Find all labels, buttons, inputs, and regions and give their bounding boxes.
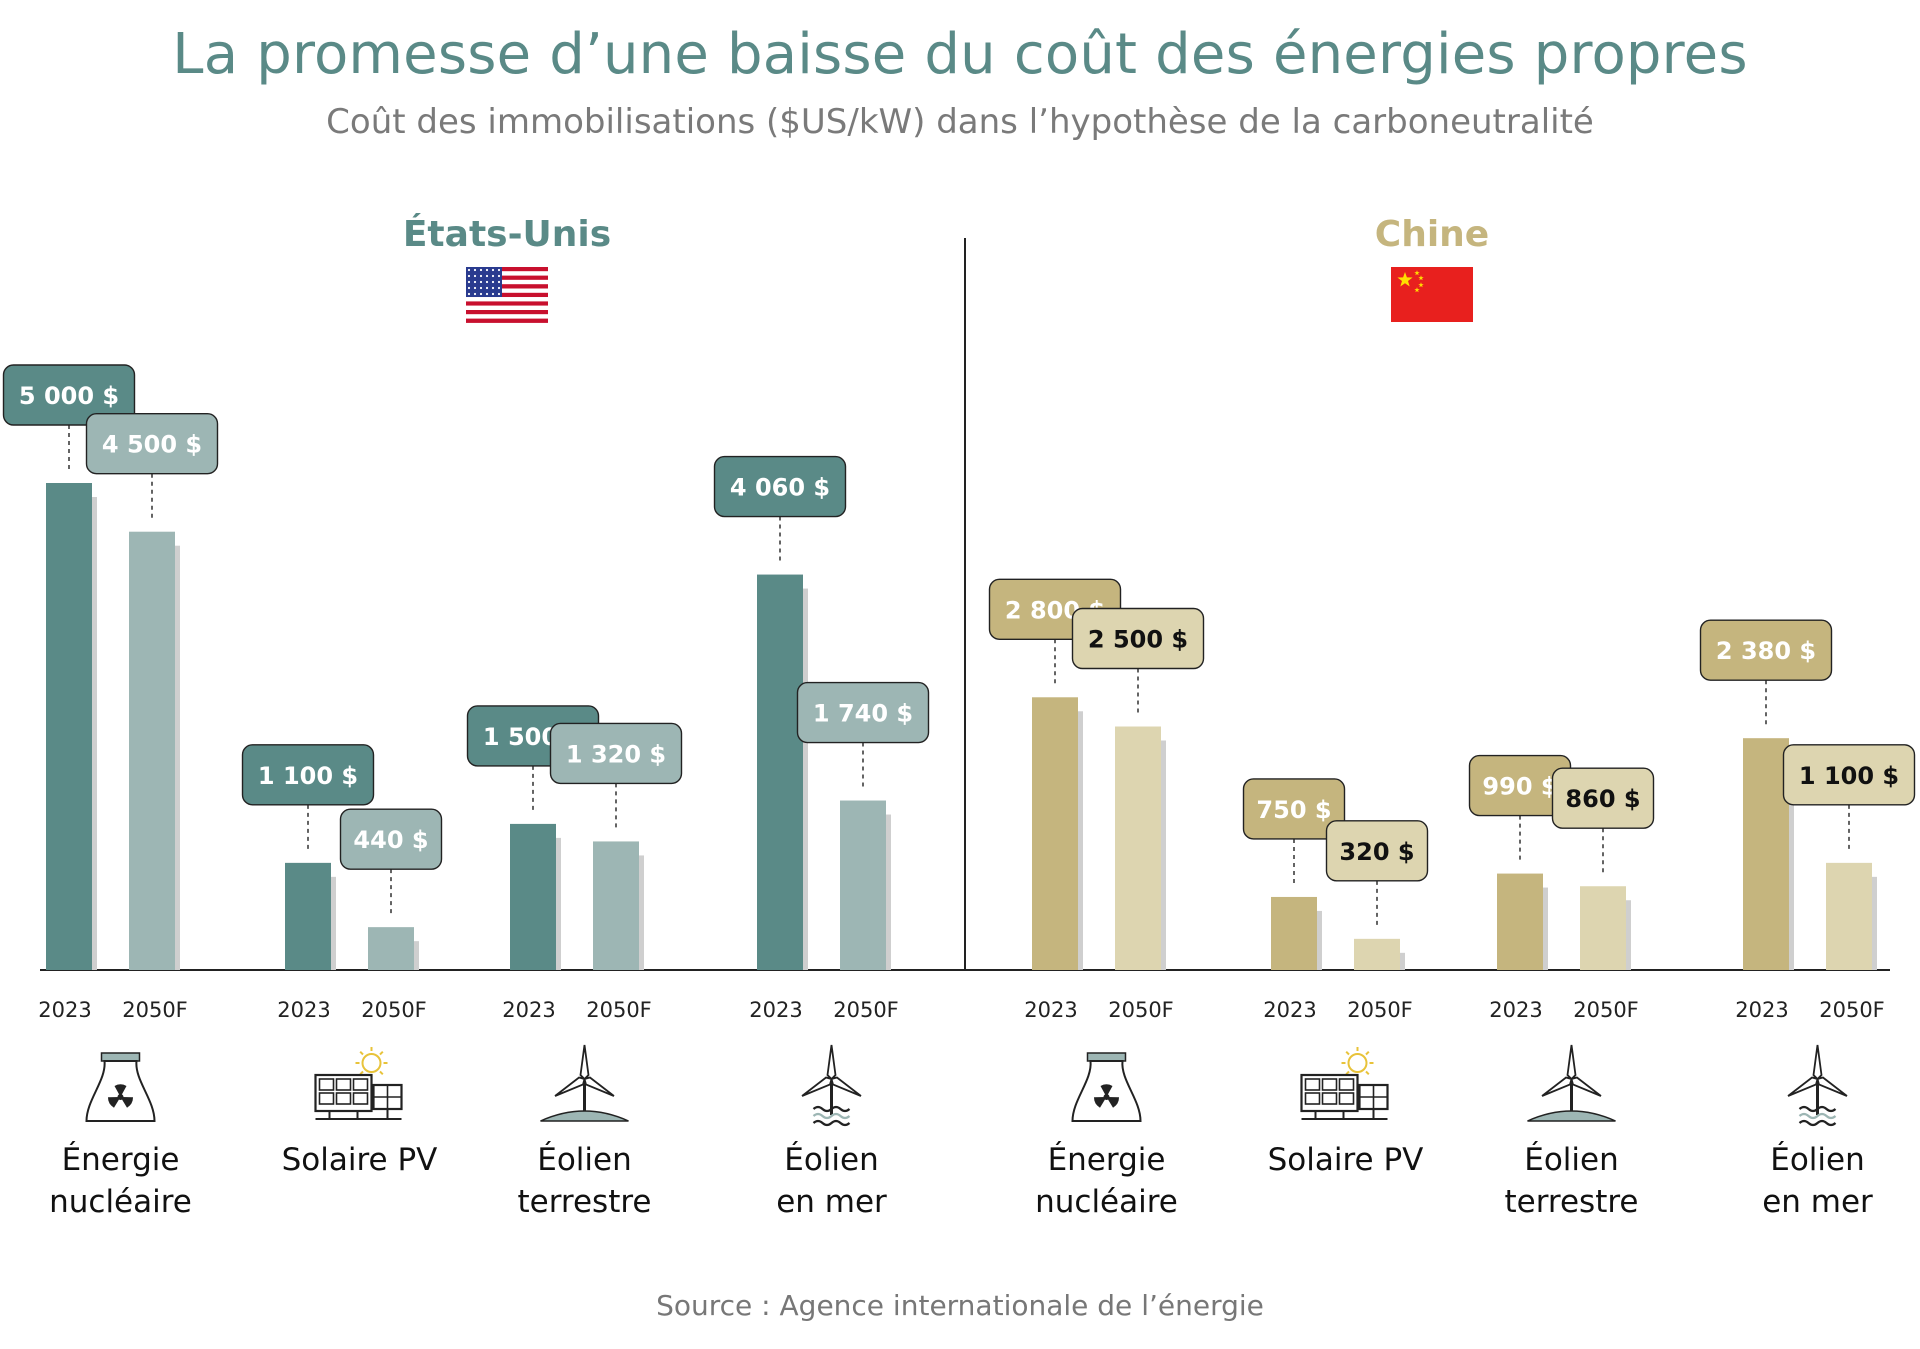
data-label-bubble: [85, 413, 219, 475]
data-label-bubble: [241, 744, 375, 806]
onshore-wind-icon: [540, 1044, 629, 1122]
bar: [46, 483, 92, 970]
data-label: 1 320 $: [566, 740, 666, 768]
x-tick-label: 2023: [38, 998, 91, 1022]
data-label: 990 $: [1482, 773, 1557, 801]
chart-title: La promesse d’une baisse du coût des éne…: [172, 22, 1748, 87]
bar: [1743, 738, 1789, 970]
x-tick-label: 2023: [277, 998, 330, 1022]
category-label: terrestre: [517, 1184, 651, 1220]
x-tick-label: 2050F: [586, 998, 652, 1022]
data-label-bubble: [1071, 607, 1205, 670]
category-label: nucléaire: [49, 1184, 192, 1220]
category-label: Énergie: [62, 1142, 180, 1178]
data-label-bubble: [339, 808, 443, 870]
data-label: 750 $: [1256, 796, 1331, 824]
solar-panel-icon: [314, 1047, 403, 1120]
bar: [285, 862, 331, 970]
category-label: Éolien: [537, 1142, 632, 1178]
data-label: 1 100 $: [1799, 762, 1899, 790]
x-tick-label: 2023: [1263, 998, 1316, 1022]
us-flag-icon: [466, 267, 548, 323]
bar: [593, 841, 639, 970]
category-label: terrestre: [1504, 1184, 1638, 1220]
data-label-bubble: [1325, 820, 1429, 882]
data-label: 320 $: [1339, 838, 1414, 866]
data-label: 2 380 $: [1716, 637, 1816, 665]
data-label: 860 $: [1565, 785, 1640, 813]
solar-panel-icon: [1300, 1047, 1389, 1120]
nuclear-plant-icon: [1071, 1052, 1142, 1122]
data-label-bubble: [1699, 619, 1833, 681]
x-tick-label: 2023: [1735, 998, 1788, 1022]
bar: [1354, 938, 1400, 970]
x-tick-label: 2050F: [1347, 998, 1413, 1022]
x-tick-label: 2023: [502, 998, 555, 1022]
data-label-bubble: [1551, 767, 1655, 829]
bar: [368, 927, 414, 970]
x-tick-label: 2023: [1024, 998, 1077, 1022]
offshore-wind-icon: [801, 1044, 862, 1127]
data-label-bubble: [796, 681, 930, 744]
data-label: 1 100 $: [258, 762, 358, 790]
onshore-wind-icon: [1527, 1044, 1616, 1122]
x-tick-label: 2050F: [1573, 998, 1639, 1022]
category-label: Énergie: [1048, 1142, 1166, 1178]
data-label: 1 740 $: [813, 700, 913, 728]
bar: [1497, 873, 1543, 970]
source-note: Source : Agence internationale de l’éner…: [656, 1289, 1264, 1322]
bar: [1826, 862, 1872, 970]
nuclear-plant-icon: [85, 1052, 156, 1122]
x-tick-label: 2050F: [361, 998, 427, 1022]
x-tick-label: 2050F: [833, 998, 899, 1022]
bar: [129, 531, 175, 970]
bar: [1271, 896, 1317, 970]
bar: [510, 823, 556, 970]
data-label-bubble: [713, 455, 847, 518]
category-label: nucléaire: [1035, 1184, 1178, 1220]
china-flag-icon: [1391, 267, 1473, 322]
data-label: 4 500 $: [102, 431, 202, 459]
region-title: États-Unis: [403, 213, 611, 255]
category-label: en mer: [1762, 1184, 1873, 1220]
data-label-bubble: [549, 722, 683, 785]
data-label: 4 060 $: [730, 474, 830, 502]
data-label-bubble: [1242, 778, 1346, 840]
region-title: Chine: [1375, 214, 1489, 255]
bar: [1580, 886, 1626, 970]
x-tick-label: 2023: [749, 998, 802, 1022]
data-label: 5 000 $: [19, 382, 119, 410]
bar: [1115, 726, 1161, 970]
category-label: en mer: [776, 1184, 887, 1220]
x-tick-label: 2050F: [1819, 998, 1885, 1022]
bar: [757, 574, 803, 970]
category-label: Solaire PV: [282, 1142, 438, 1178]
x-tick-label: 2050F: [1108, 998, 1174, 1022]
bar: [1032, 697, 1078, 970]
data-label: 440 $: [353, 826, 428, 854]
category-label: Éolien: [784, 1142, 879, 1178]
data-label-bubble: [1782, 744, 1916, 806]
category-label: Solaire PV: [1268, 1142, 1424, 1178]
x-tick-label: 2023: [1489, 998, 1542, 1022]
category-label: Éolien: [1770, 1142, 1865, 1178]
data-label: 2 500 $: [1088, 626, 1188, 654]
data-label-bubble: [2, 364, 136, 426]
bar: [840, 800, 886, 970]
x-tick-label: 2050F: [122, 998, 188, 1022]
offshore-wind-icon: [1787, 1044, 1848, 1127]
chart-subtitle: Coût des immobilisations ($US/kW) dans l…: [326, 102, 1594, 142]
category-label: Éolien: [1524, 1142, 1619, 1178]
